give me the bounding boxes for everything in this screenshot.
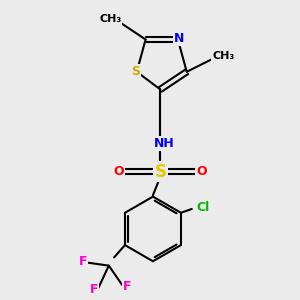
Text: Cl: Cl bbox=[196, 201, 210, 214]
Text: S: S bbox=[131, 65, 140, 78]
Text: CH₃: CH₃ bbox=[212, 51, 235, 61]
Text: F: F bbox=[90, 283, 98, 296]
Text: O: O bbox=[114, 165, 124, 178]
Text: N: N bbox=[174, 32, 184, 44]
Text: O: O bbox=[196, 165, 207, 178]
Text: F: F bbox=[123, 280, 132, 293]
Text: S: S bbox=[154, 163, 166, 181]
Text: F: F bbox=[79, 255, 87, 268]
Text: CH₃: CH₃ bbox=[99, 14, 122, 24]
Text: NH: NH bbox=[154, 137, 175, 150]
